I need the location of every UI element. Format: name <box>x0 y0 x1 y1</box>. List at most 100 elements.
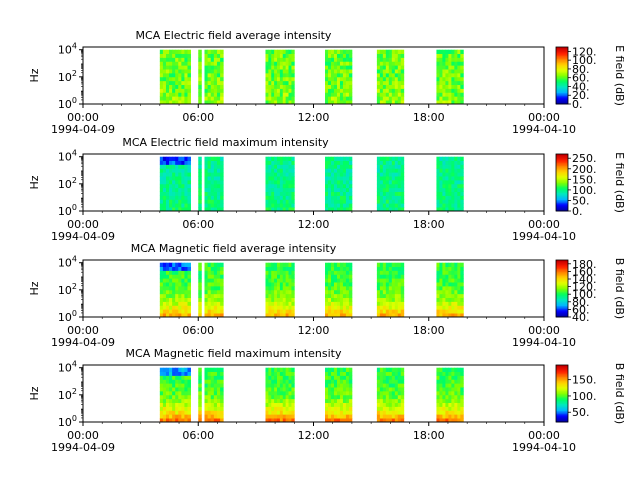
heatmap-cell <box>385 96 390 101</box>
heatmap-cell <box>285 383 289 388</box>
heatmap-cell <box>379 390 384 396</box>
heatmap-cell <box>277 92 281 97</box>
heatmap-cell <box>187 309 191 314</box>
heatmap-cell <box>448 172 452 177</box>
heatmap-cell <box>265 183 269 189</box>
heatmap-cell <box>331 278 335 283</box>
heatmap-cell <box>345 187 350 193</box>
heatmap-cell <box>291 410 295 415</box>
heatmap-cell <box>277 293 281 299</box>
heatmap-cell <box>162 293 167 299</box>
heatmap-cell <box>220 72 224 78</box>
heatmap-cell <box>279 57 284 62</box>
heatmap-cell <box>271 274 275 279</box>
heatmap-cell <box>391 84 396 89</box>
heatmap-cell <box>285 262 289 267</box>
heatmap-cell <box>285 199 289 204</box>
heatmap-cell <box>454 414 458 419</box>
heatmap-cell <box>279 183 284 189</box>
heatmap-cell <box>345 313 350 318</box>
heatmap-cell <box>382 285 387 291</box>
heatmap-cell <box>445 371 449 376</box>
heatmap-cell <box>288 92 292 97</box>
y-tick-label: 100 <box>58 203 77 218</box>
heatmap-cell <box>457 285 461 291</box>
heatmap-cell <box>291 187 295 193</box>
heatmap-cell <box>172 187 176 193</box>
heatmap-cell <box>333 406 338 411</box>
heatmap-cell <box>400 84 405 89</box>
heatmap-cell <box>342 199 347 204</box>
heatmap-cell <box>184 80 188 86</box>
heatmap-cell <box>285 88 289 93</box>
heatmap-cell <box>207 418 212 423</box>
heatmap-cell <box>184 203 188 208</box>
heatmap-cell <box>454 183 458 189</box>
heatmap-cell <box>291 270 295 275</box>
heatmap-cell <box>291 266 295 271</box>
heatmap-cell <box>385 418 390 423</box>
heatmap-cell <box>331 375 335 380</box>
heatmap-cell <box>451 80 455 86</box>
heatmap-cell <box>331 203 335 208</box>
heatmap-cell <box>184 183 188 189</box>
heatmap-cell <box>385 274 390 279</box>
heatmap-cell <box>445 301 449 306</box>
heatmap-cell <box>274 297 278 302</box>
x-tick-label: 18:00 <box>413 218 445 231</box>
heatmap-cell <box>175 293 179 299</box>
heatmap-cell <box>207 293 212 299</box>
heatmap-cell <box>454 289 458 295</box>
heatmap-cell <box>391 297 396 302</box>
heatmap-cell <box>210 289 215 295</box>
heatmap-cell <box>445 183 449 189</box>
heatmap-cell <box>165 375 170 380</box>
heatmap-cell <box>268 53 272 58</box>
heatmap-cell <box>291 367 295 372</box>
heatmap-cell <box>394 199 399 204</box>
heatmap-cell <box>342 282 347 287</box>
heatmap-cell <box>376 406 381 411</box>
heatmap-cell <box>162 53 167 58</box>
heatmap-cell <box>165 199 170 204</box>
heatmap-cell <box>210 297 215 302</box>
heatmap-cell <box>184 61 188 66</box>
heatmap-cell <box>376 100 381 105</box>
heatmap-cell <box>268 168 272 173</box>
heatmap-cell <box>213 203 218 208</box>
heatmap-cell <box>277 53 281 58</box>
heatmap-cell <box>382 410 387 415</box>
heatmap-cell <box>436 92 440 97</box>
heatmap-cell <box>204 96 209 101</box>
heatmap-cell <box>379 293 384 299</box>
heatmap-cell <box>181 297 185 302</box>
heatmap-cell <box>336 183 341 189</box>
heatmap-cell <box>213 57 218 62</box>
heatmap-cell <box>457 53 461 58</box>
heatmap-cell <box>285 164 289 169</box>
heatmap-cell <box>184 313 188 318</box>
heatmap-cell <box>445 289 449 295</box>
heatmap-cell <box>279 266 284 271</box>
heatmap-cell <box>291 375 295 380</box>
heatmap-cell <box>442 57 446 62</box>
heatmap-cell <box>178 414 182 419</box>
heatmap-cell <box>379 379 384 384</box>
heatmap-cell <box>451 398 455 404</box>
heatmap-cell <box>385 72 390 78</box>
heatmap-cell <box>439 375 443 380</box>
heatmap-cell <box>328 402 332 407</box>
heatmap-cell <box>178 266 182 271</box>
heatmap-cell <box>291 100 295 105</box>
heatmap-cell <box>388 375 393 380</box>
heatmap-cell <box>382 179 387 185</box>
colorbar-tick-label: 40. <box>572 311 590 324</box>
heatmap-cell <box>162 100 167 105</box>
heatmap-cell <box>348 207 353 212</box>
heatmap-cell <box>187 285 191 291</box>
heatmap-cell <box>397 176 402 181</box>
heatmap-cell <box>376 398 381 404</box>
heatmap-cell <box>391 278 396 283</box>
heatmap-cell <box>279 72 284 78</box>
heatmap-cell <box>198 270 202 275</box>
